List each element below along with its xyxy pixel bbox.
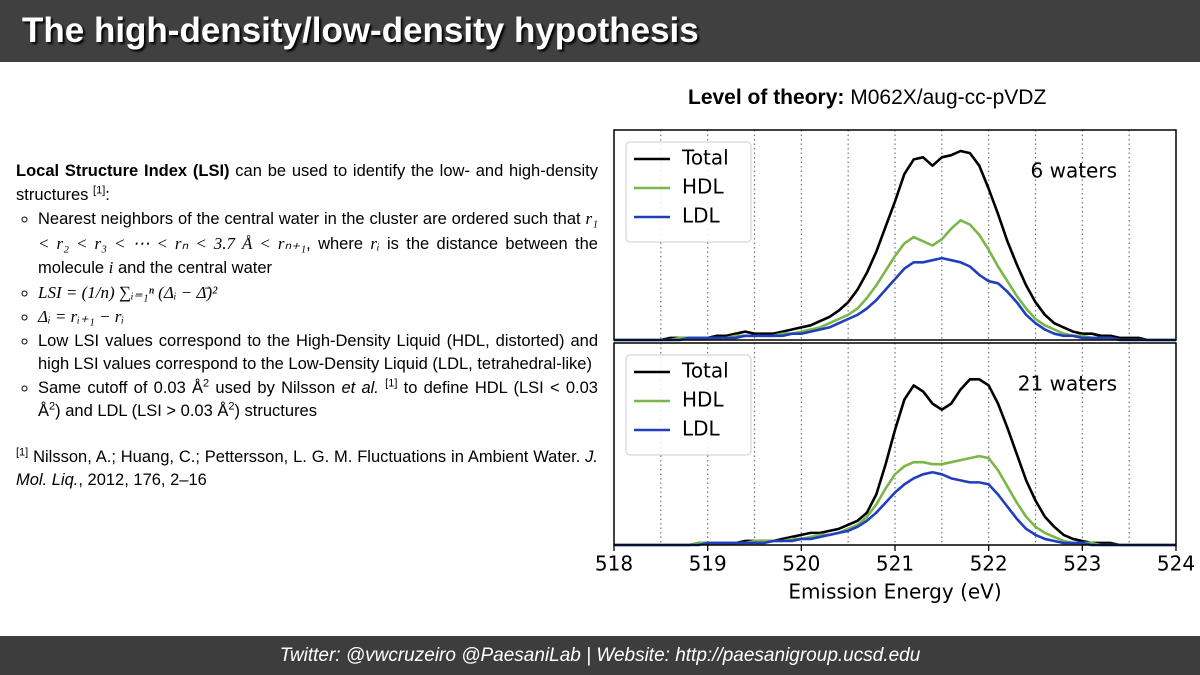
level-of-theory: Level of theory: M062X/aug-cc-pVDZ <box>688 86 1046 110</box>
x-tick-label: 521 <box>876 552 914 576</box>
body-text: Local Structure Index (LSI) can be used … <box>16 160 598 493</box>
bullet-list: Nearest neighbors of the central water i… <box>16 207 598 424</box>
legend-label: LDL <box>682 204 721 228</box>
legend-label: HDL <box>682 388 724 412</box>
legend-label: Total <box>681 146 729 170</box>
x-tick-label: 524 <box>1157 552 1195 576</box>
math: r₁ < r₂ < r₃ < ⋯ < rₙ < 3.7 Å < rₙ₊₁ <box>38 209 598 253</box>
slide-title: The high-density/low-density hypothesis <box>22 11 699 50</box>
sup: 2 <box>203 377 210 389</box>
journal: J. Mol. Liq. <box>16 447 598 490</box>
term: Local Structure Index (LSI) <box>16 162 230 180</box>
bullet: Δᵢ = rᵢ₊₁ − rᵢ <box>38 305 598 330</box>
bullet: LSI = (1/n) ∑ᵢ₌₁ⁿ (Δᵢ − Δ̄)² <box>38 281 598 306</box>
value: M062X/aug-cc-pVDZ <box>850 86 1047 109</box>
bullet: Nearest neighbors of the central water i… <box>38 207 598 281</box>
citation: [1] <box>385 377 398 389</box>
series-line <box>614 470 1176 547</box>
bullet: Low LSI values correspond to the High-De… <box>38 330 598 377</box>
citation: [1] <box>16 446 29 458</box>
legend-label: LDL <box>682 417 721 441</box>
x-tick-label: 520 <box>782 552 820 576</box>
text: is the distance between the molecule <box>38 234 598 278</box>
x-axis-label: Emission Energy (eV) <box>788 580 1001 604</box>
plot-frame <box>613 129 1177 341</box>
text: ) structures <box>234 402 317 420</box>
text: to define HDL (LSI < 0.03 Å <box>38 378 598 421</box>
sup: 2 <box>228 400 235 413</box>
text: can be used to identify the low- and hig… <box>16 162 598 204</box>
annotation: 21 waters <box>1018 372 1117 396</box>
x-tick-label: 519 <box>689 552 727 576</box>
citation: [1] <box>93 184 106 196</box>
x-tick-label: 522 <box>970 552 1008 576</box>
series-line <box>614 256 1176 342</box>
text: , 2012, 176, 2–16 <box>78 471 207 489</box>
header-bar: The high-density/low-density hypothesis <box>0 0 1200 62</box>
text: Nearest neighbors of the central water i… <box>38 210 586 228</box>
text: : <box>105 185 110 204</box>
italic: et al. <box>341 378 379 397</box>
intro: Local Structure Index (LSI) can be used … <box>16 160 598 207</box>
math: i <box>108 258 114 277</box>
math: rᵢ <box>370 233 380 253</box>
text: and the central water <box>113 259 273 277</box>
text: Low LSI values correspond to the High-De… <box>38 331 598 374</box>
legend-label: HDL <box>682 175 724 199</box>
text: Same cutoff of 0.03 Å <box>38 378 204 397</box>
math: Δᵢ = rᵢ₊₁ − rᵢ <box>38 307 125 326</box>
text: used by Nilsson <box>209 378 342 397</box>
text: Nilsson, A.; Huang, C.; Pettersson, L. G… <box>28 447 586 466</box>
label: Level of theory: <box>688 86 845 109</box>
annotation: 6 waters <box>1031 159 1117 183</box>
x-tick-label: 518 <box>595 552 633 576</box>
text: ) and LDL (LSI > 0.03 Å <box>55 402 229 420</box>
text: , where <box>306 234 371 253</box>
x-tick-label: 523 <box>1063 552 1101 576</box>
footer: Twitter: @vwcruzeiro @PaesaniLab | Websi… <box>0 636 1200 675</box>
math: LSI = (1/n) ∑ᵢ₌₁ⁿ (Δᵢ − Δ̄)² <box>38 282 218 302</box>
bullet: Same cutoff of 0.03 Å2 used by Nilsson e… <box>38 377 598 424</box>
legend-label: Total <box>681 359 729 383</box>
sup: 2 <box>49 400 56 413</box>
reference: [1] Nilsson, A.; Huang, C.; Pettersson, … <box>16 446 598 493</box>
